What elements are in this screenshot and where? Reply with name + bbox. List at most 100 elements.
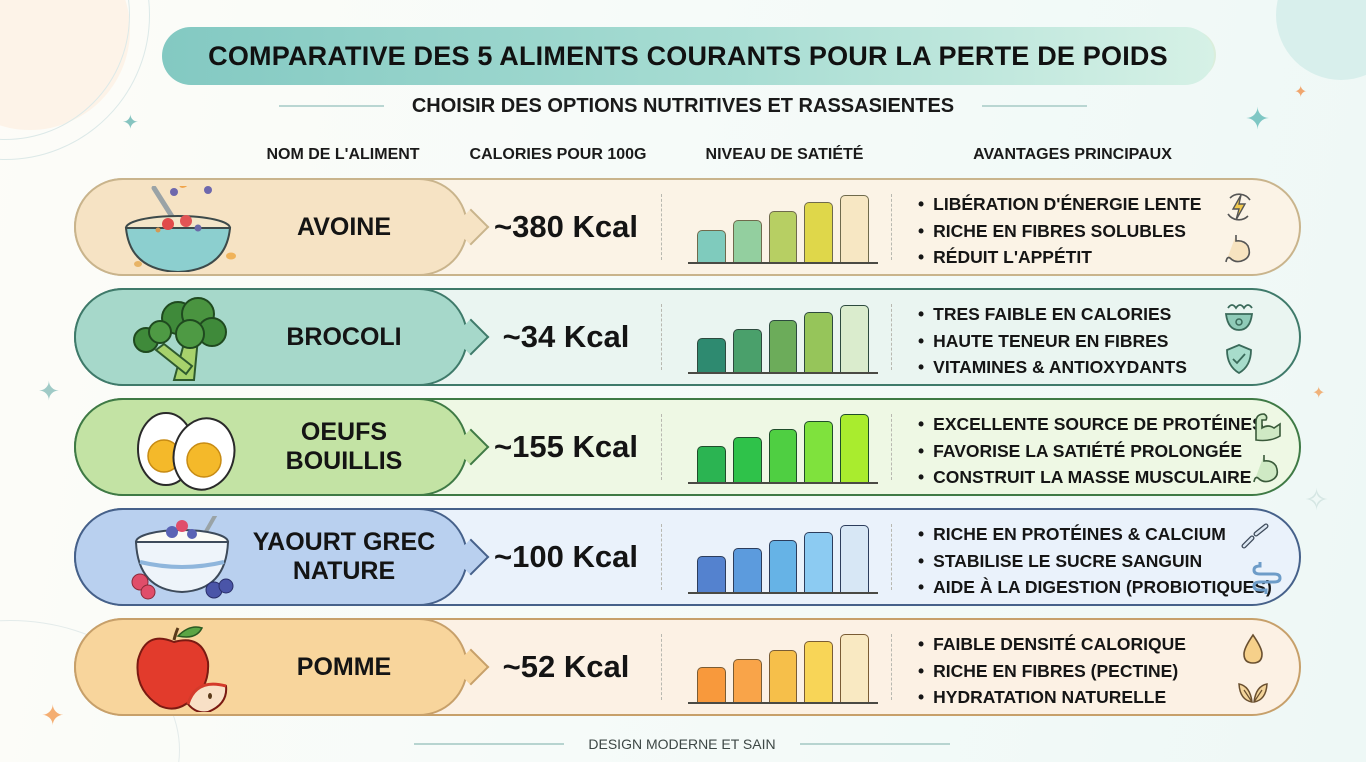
benefit-item: RICHE EN PROTÉINES & CALCIUM: [918, 521, 1272, 548]
column-header-satiety: NIVEAU DE SATIÉTÉ: [705, 146, 864, 163]
flexed-arm-icon: [1250, 410, 1284, 444]
page-title: COMPARATIVE DES 5 ALIMENTS COURANTS POUR…: [208, 40, 1168, 71]
divider: [661, 634, 662, 700]
food-row-avoine: AVOINE ~380 Kcal LIBÉRATION D'ÉNERGIE LE…: [74, 178, 1301, 276]
page-subtitle: CHOISIR DES OPTIONS NUTRITIVES ET RASSAS…: [411, 94, 955, 117]
satiety-bar-chart: [688, 192, 878, 264]
water-drop-icon: [1236, 632, 1270, 666]
divider: [891, 194, 892, 260]
benefit-item: RICHE EN FIBRES SOLUBLES: [918, 218, 1201, 245]
sparkle-icon: ✦: [122, 112, 139, 134]
satiety-bar: [697, 446, 726, 482]
divider: [661, 524, 662, 590]
red-apple-illustration: [116, 626, 246, 714]
intestine-icon: [1250, 560, 1284, 594]
divider: [799, 743, 950, 745]
satiety-bar: [840, 414, 869, 482]
food-name: AVOINE: [297, 212, 391, 241]
sparkle-icon: ✦: [38, 376, 60, 406]
sparkle-icon: ✧: [1304, 484, 1330, 517]
benefit-item: STABILISE LE SUCRE SANGUIN: [918, 548, 1272, 575]
bone-icon: [1238, 520, 1272, 554]
divider: [661, 414, 662, 480]
satiety-bar: [840, 195, 869, 262]
title-banner: COMPARATIVE DES 5 ALIMENTS COURANTS POUR…: [162, 27, 1214, 85]
satiety-bar: [768, 540, 798, 592]
satiety-bar: [804, 421, 834, 482]
benefits-list: EXCELLENTE SOURCE DE PROTÉINES FAVORISE …: [918, 411, 1264, 491]
satiety-bar: [697, 338, 726, 372]
satiety-bar: [768, 320, 798, 372]
yogurt-bowl-illustration: [116, 512, 246, 602]
calories-value: ~100 Kcal: [494, 539, 638, 574]
sparkle-icon: ✦: [1294, 84, 1308, 101]
satiety-bar: [697, 230, 726, 262]
satiety-bar: [732, 659, 762, 702]
footer-text: DESIGN MODERNE ET SAIN: [588, 736, 776, 752]
benefit-item: HYDRATATION NATURELLE: [918, 684, 1186, 711]
satiety-bar: [804, 312, 834, 372]
salad-bowl-icon: [1222, 300, 1256, 334]
benefit-item: TRES FAIBLE EN CALORIES: [918, 301, 1187, 328]
column-header-name: NOM DE L'ALIMENT: [266, 146, 420, 163]
satiety-bar: [840, 525, 869, 592]
satiety-bar-chart: [688, 412, 878, 484]
benefits-list: RICHE EN PROTÉINES & CALCIUM STABILISE L…: [918, 521, 1272, 601]
satiety-bar: [732, 437, 762, 482]
benefits-list: TRES FAIBLE EN CALORIES HAUTE TENEUR EN …: [918, 301, 1187, 381]
divider: [661, 304, 662, 370]
satiety-bar: [804, 532, 834, 592]
divider: [891, 524, 892, 590]
broccoli-illustration: [116, 296, 246, 382]
column-header-calories: CALORIES POUR 100G: [469, 146, 647, 163]
satiety-bar: [732, 329, 762, 372]
footer: DESIGN MODERNE ET SAIN: [412, 733, 952, 755]
satiety-bar: [697, 667, 726, 702]
shield-check-icon: [1222, 342, 1256, 376]
calories-value: ~155 Kcal: [494, 429, 638, 464]
food-name: YAOURT GREC NATURE: [252, 528, 436, 585]
oatmeal-bowl-illustration: [116, 180, 246, 274]
stomach-icon: [1222, 232, 1256, 266]
benefit-item: HAUTE TENEUR EN FIBRES: [918, 328, 1187, 355]
food-row-pomme: POMME ~52 Kcal FAIBLE DENSITÉ CALORIQUE …: [74, 618, 1301, 716]
satiety-bar-chart: [688, 302, 878, 374]
satiety-bar: [697, 556, 726, 592]
divider: [414, 743, 565, 745]
sparkle-icon: ✦: [41, 700, 65, 731]
calories-value: ~34 Kcal: [502, 319, 630, 354]
satiety-bar-chart: [688, 522, 878, 594]
subtitle-row: CHOISIR DES OPTIONS NUTRITIVES ET RASSAS…: [262, 92, 1104, 120]
satiety-bar: [840, 305, 869, 372]
food-row-yaourt-grec: YAOURT GREC NATURE ~100 Kcal RICHE EN PR…: [74, 508, 1301, 606]
food-name-pill: [74, 618, 468, 716]
food-row-oeufs-bouillis: OEUFS BOUILLIS ~155 Kcal EXCELLENTE SOUR…: [74, 398, 1301, 496]
benefit-item: RÉDUIT L'APPÉTIT: [918, 244, 1201, 271]
food-name: BROCOLI: [286, 322, 402, 351]
divider: [661, 194, 662, 260]
leaves-icon: [1236, 674, 1270, 708]
decorative-ring: [0, 0, 150, 160]
decorative-blob: [1276, 0, 1366, 80]
satiety-bar: [732, 220, 762, 262]
food-row-brocoli: BROCOLI ~34 Kcal TRES FAIBLE EN CALORIES…: [74, 288, 1301, 386]
satiety-bar: [804, 202, 834, 262]
column-header-benefits: AVANTAGES PRINCIPAUX: [973, 146, 1172, 163]
sparkle-icon: ✦: [1312, 385, 1326, 402]
calories-value: ~52 Kcal: [502, 649, 630, 684]
sparkle-icon: ✦: [1245, 103, 1271, 136]
satiety-bar: [840, 634, 869, 702]
benefits-list: LIBÉRATION D'ÉNERGIE LENTE RICHE EN FIBR…: [918, 191, 1201, 271]
satiety-bar: [804, 641, 834, 702]
lightning-energy-icon: [1222, 190, 1256, 224]
benefit-item: FAVORISE LA SATIÉTÉ PROLONGÉE: [918, 438, 1264, 465]
divider: [278, 105, 384, 107]
benefit-item: RICHE EN FIBRES (PECTINE): [918, 658, 1186, 685]
satiety-bar: [768, 650, 798, 702]
satiety-bar-chart: [688, 632, 878, 704]
benefits-list: FAIBLE DENSITÉ CALORIQUE RICHE EN FIBRES…: [918, 631, 1186, 711]
benefit-item: CONSTRUIT LA MASSE MUSCULAIRE: [918, 464, 1264, 491]
satiety-bar: [768, 211, 798, 262]
food-name: OEUFS BOUILLIS: [285, 418, 403, 475]
benefit-item: EXCELLENTE SOURCE DE PROTÉINES: [918, 411, 1264, 438]
